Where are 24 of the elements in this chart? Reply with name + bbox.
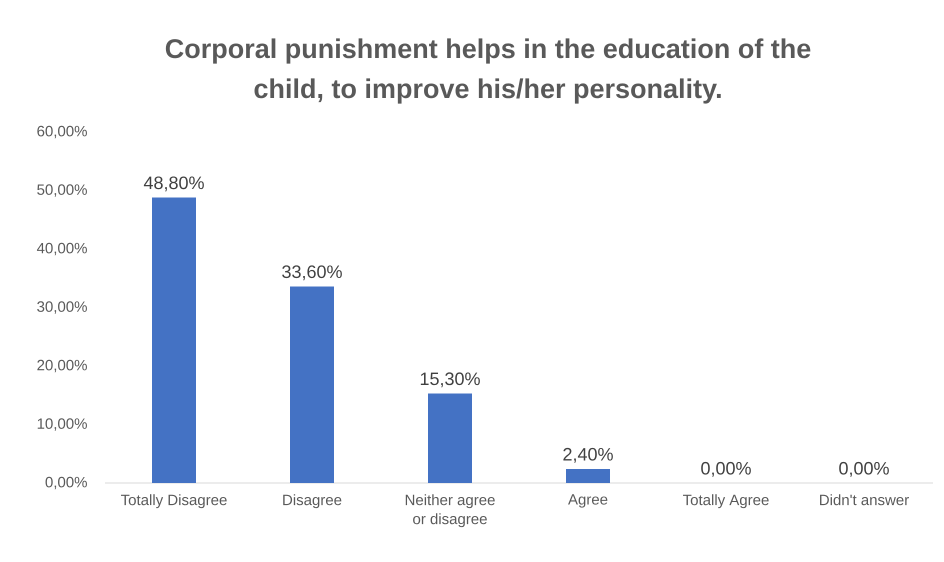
y-tick-label: 0,00%	[46, 476, 87, 490]
y-tick-label: 10,00%	[38, 418, 87, 431]
data-label: 2,40%	[563, 448, 613, 463]
data-label: 0,00%	[839, 462, 889, 477]
chart-title: Corporal punishment helps in the education of the child, to improve his/her personality.	[166, 38, 810, 104]
bar	[290, 286, 334, 483]
x-tick-label: Disagree	[283, 494, 342, 508]
data-label: 0,00%	[701, 462, 751, 477]
y-tick-label: 30,00%	[37, 301, 87, 314]
y-tick-label: 40,00%	[36, 242, 87, 256]
data-label: 15,30%	[420, 372, 480, 388]
bar	[152, 198, 196, 483]
x-tick-label: Didn't answer	[820, 494, 909, 506]
bar	[566, 468, 610, 483]
y-tick-label: 20,00%	[37, 360, 87, 372]
y-tick-label: 50,00%	[37, 184, 87, 197]
data-label: 48,80%	[144, 176, 204, 192]
x-tick-label: Agree	[568, 494, 608, 508]
x-tick-label: Totally Agree	[682, 494, 769, 508]
data-label: 33,60%	[282, 265, 342, 280]
bar	[428, 393, 472, 483]
y-tick-label: 60,00%	[37, 126, 87, 138]
x-tick-label: Totally Disagree	[120, 494, 227, 508]
x-tick-label: Neither agree or disagree	[406, 494, 495, 528]
